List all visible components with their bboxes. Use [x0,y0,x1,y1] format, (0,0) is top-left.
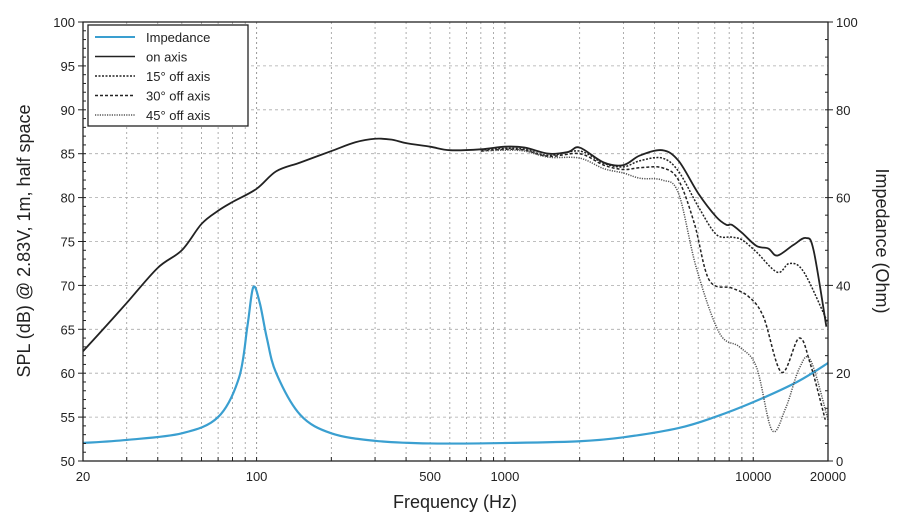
y-tick-label: 55 [61,410,75,425]
y-tick-label: 75 [61,235,75,250]
y-tick-label: 80 [61,191,75,206]
y2-tick-label: 0 [836,454,843,469]
y-tick-label: 60 [61,366,75,381]
x-tick-label: 20000 [810,469,846,484]
grid [83,22,828,461]
y-tick-label: 65 [61,322,75,337]
legend-label: Impedance [146,30,210,45]
legend: Impedance on axis 15° off axis 30° off axis… [87,24,249,127]
legend-label: 45° off axis [146,108,211,123]
legend-label: 30° off axis [146,89,211,104]
y2-tick-label: 60 [836,191,850,206]
y2-tick-label: 100 [836,15,858,30]
y2-tick-label: 80 [836,103,850,118]
y-tick-label: 50 [61,454,75,469]
series-line-2 [480,147,829,324]
x-tick-label: 1000 [490,469,519,484]
series-line-3 [480,148,826,420]
series-line-4 [480,149,829,433]
y2-tick-label: 20 [836,366,850,381]
x-tick-label: 10000 [735,469,771,484]
y-tick-label: 70 [61,278,75,293]
x-axis-label: Frequency (Hz) [393,492,517,512]
y-tick-label: 95 [61,59,75,74]
y-tick-label: 85 [61,147,75,162]
series-line-0 [82,285,829,445]
x-tick-label: 100 [246,469,268,484]
y-tick-label: 90 [61,103,75,118]
x-tick-label: 500 [419,469,441,484]
y2-axis-label: Impedance (Ohm) [872,168,892,313]
series-lines [82,137,829,445]
y-axis-label: SPL (dB) @ 2.83V, 1m, half space [14,104,34,377]
y2-tick-label: 40 [836,278,850,293]
legend-box [87,24,249,127]
x-tick-label: 20 [76,469,90,484]
legend-label: on axis [146,50,188,65]
y-tick-label: 100 [53,15,75,30]
series-line-1 [82,137,828,352]
legend-label: 15° off axis [146,69,211,84]
